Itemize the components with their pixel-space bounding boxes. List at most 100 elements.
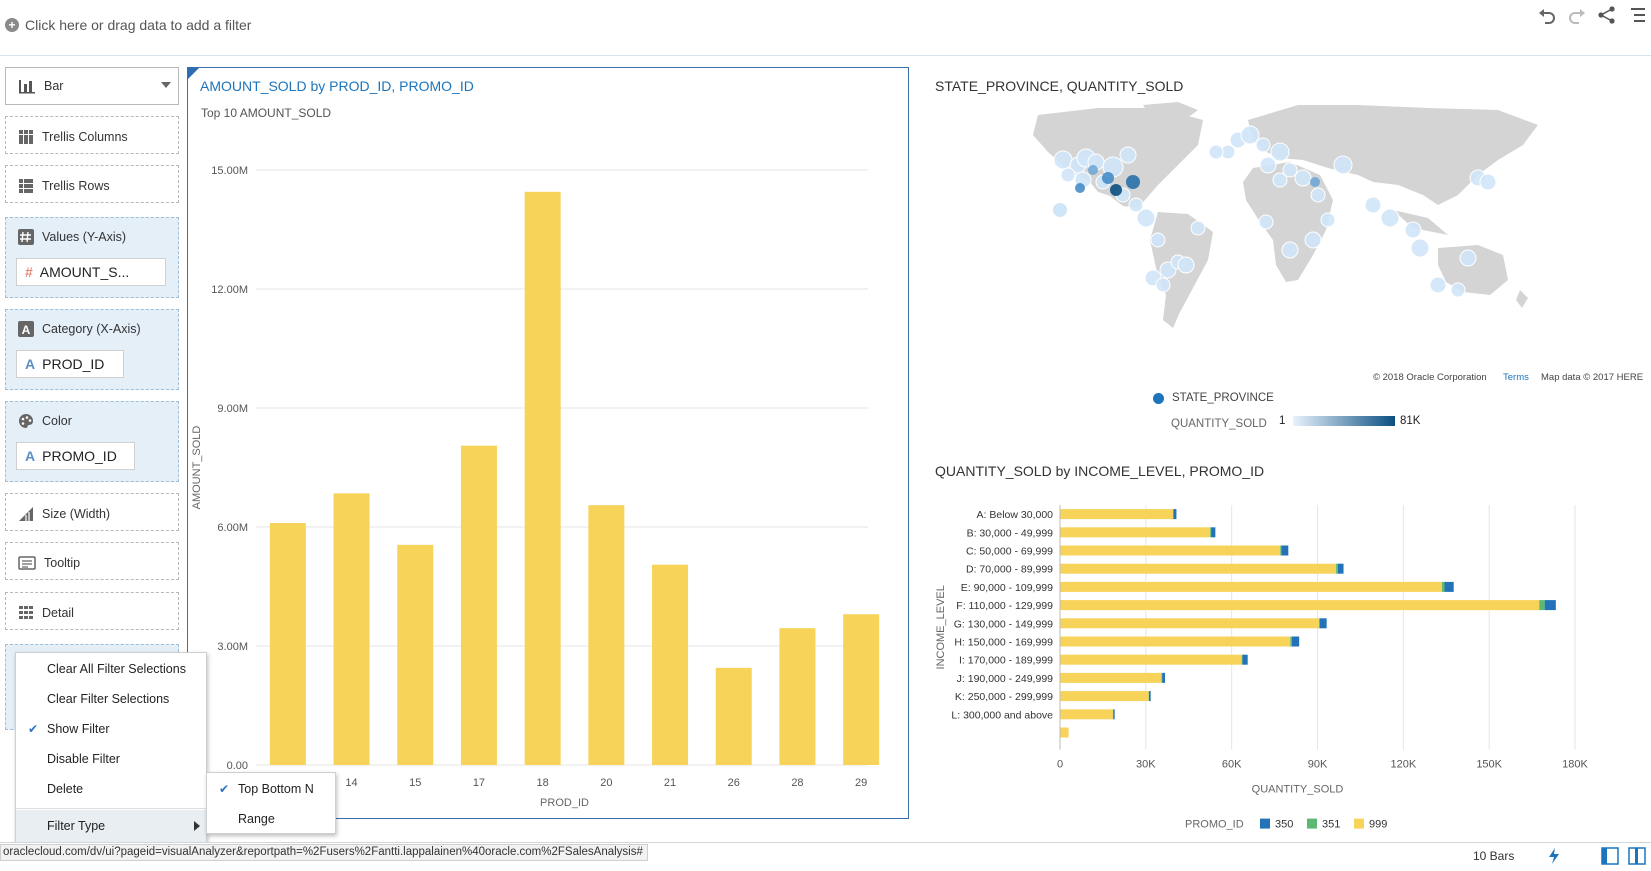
tooltip-label: Tooltip xyxy=(44,556,81,570)
bar-segment xyxy=(1060,527,1211,538)
selected-corner-marker xyxy=(188,68,199,79)
trellis-rows-icon xyxy=(19,179,33,193)
color-dropzone[interactable]: Color A PROMO_ID xyxy=(5,401,179,482)
menu-item-clear-selections[interactable]: Clear Filter Selections xyxy=(16,685,206,713)
x-tick-label: 26 xyxy=(728,777,740,789)
filter-type-submenu: ✔ Top Bottom N Range xyxy=(206,772,336,834)
category-pill[interactable]: A PROD_ID xyxy=(16,350,124,378)
menu-item-filter-type[interactable]: Filter Type xyxy=(16,810,206,842)
share-icon[interactable] xyxy=(1597,5,1617,25)
bar-segment xyxy=(1173,509,1174,520)
y-tick-label: 6.00M xyxy=(217,522,248,534)
attribute-a-icon: A xyxy=(25,448,36,464)
color-pill[interactable]: A PROMO_ID xyxy=(16,442,135,470)
bar-segment xyxy=(1148,691,1151,702)
filter-context-menu: Clear All Filter Selections Clear Filter… xyxy=(15,652,207,844)
y-tick-label: K: 250,000 - 299,999 xyxy=(955,691,1053,703)
trellis-rows-dropzone[interactable]: Trellis Rows xyxy=(5,165,179,203)
menu-item-delete[interactable]: Delete xyxy=(16,775,206,803)
bar-chart-subtitle: Top 10 AMOUNT_SOLD xyxy=(201,106,332,120)
y-tick-label: F: 110,000 - 129,999 xyxy=(956,600,1053,612)
bar-segment xyxy=(1544,600,1556,611)
hbar-chart-title: QUANTITY_SOLD by INCOME_LEVEL, PROMO_ID xyxy=(935,463,1265,479)
bar-segment xyxy=(1060,545,1281,556)
add-circle-icon: + xyxy=(5,18,19,32)
bar xyxy=(843,614,880,765)
y-tick-label: G: 130,000 - 149,999 xyxy=(954,618,1053,630)
map-title: STATE_PROVINCE, QUANTITY_SOLD xyxy=(935,78,1184,94)
submenu-item-top-bottom-n[interactable]: ✔ Top Bottom N xyxy=(207,775,335,803)
submenu-item-range[interactable]: Range xyxy=(207,805,335,833)
values-pill-label: AMOUNT_S... xyxy=(39,264,130,280)
x-tick-label: 14 xyxy=(345,777,357,789)
bar-chart-panel[interactable] xyxy=(187,67,909,819)
bar-segment xyxy=(1060,727,1069,738)
bar-segment xyxy=(1060,563,1337,574)
y-tick-label: I: 170,000 - 189,999 xyxy=(959,655,1053,667)
x-tick-label: 0 xyxy=(1057,759,1063,771)
tooltip-dropzone[interactable]: Tooltip xyxy=(5,542,179,580)
trellis-columns-dropzone[interactable]: Trellis Columns xyxy=(5,116,179,154)
bar-segment xyxy=(1060,581,1442,592)
x-tick-label: 18 xyxy=(537,777,549,789)
menu-divider xyxy=(16,808,206,809)
x-tick-label: 20 xyxy=(600,777,612,789)
bar-segment xyxy=(1210,527,1212,538)
legend-dot-icon xyxy=(1153,393,1164,404)
attribute-a-icon: A xyxy=(25,356,36,372)
bar-segment xyxy=(1060,654,1242,665)
map-copyright: © 2018 Oracle Corporation xyxy=(1373,372,1487,383)
values-pill[interactable]: # AMOUNT_S... xyxy=(16,258,166,286)
menu-item-label: Disable Filter xyxy=(47,752,120,766)
size-width-label: Size (Width) xyxy=(42,507,111,521)
bar xyxy=(460,445,497,765)
bar-segment xyxy=(1060,636,1291,647)
bar xyxy=(779,628,816,765)
map-terms-link[interactable]: Terms xyxy=(1503,372,1529,383)
lightning-icon[interactable] xyxy=(1546,847,1562,865)
x-tick-label: 17 xyxy=(473,777,485,789)
submenu-item-label: Top Bottom N xyxy=(238,782,314,796)
svg-text:A: A xyxy=(22,323,31,337)
redo-icon[interactable] xyxy=(1567,7,1587,25)
menu-item-show-filter[interactable]: ✔ Show Filter xyxy=(16,715,206,743)
menu-item-clear-all[interactable]: Clear All Filter Selections xyxy=(16,655,206,683)
undo-icon[interactable] xyxy=(1537,7,1557,25)
bar-segment xyxy=(1060,709,1113,720)
trellis-rows-label: Trellis Rows xyxy=(42,179,110,193)
bar-segment xyxy=(1539,600,1545,611)
chart-type-label: Bar xyxy=(44,79,64,93)
map-legend-dot-label: STATE_PROVINCE xyxy=(1172,392,1274,404)
x-tick-label: 120K xyxy=(1390,759,1416,771)
bar-segment xyxy=(1060,672,1162,683)
hbar-chart-svg: 0 30K 60K 90K 120K 150K 180K A: Below 30,000 B: … xyxy=(935,505,1589,831)
panel-left-icon[interactable] xyxy=(1601,847,1619,865)
menu-item-disable-filter[interactable]: Disable Filter xyxy=(16,745,206,773)
bar xyxy=(652,564,689,765)
chevron-right-icon xyxy=(194,821,200,831)
size-width-dropzone[interactable]: Size (Width) xyxy=(5,493,179,531)
category-x-axis-dropzone[interactable]: A Category (X-Axis) A PROD_ID xyxy=(5,309,179,390)
add-filter-button[interactable]: + Click here or drag data to add a filte… xyxy=(5,17,251,33)
bar-segment xyxy=(1281,545,1289,556)
detail-dropzone[interactable]: Detail xyxy=(5,592,179,630)
y-tick-label: C: 50,000 - 69,999 xyxy=(966,546,1053,558)
category-x-axis-label: Category (X-Axis) xyxy=(42,322,141,336)
values-y-axis-dropzone[interactable]: Values (Y-Axis) # AMOUNT_S... xyxy=(5,217,179,298)
x-tick-label: 60K xyxy=(1222,759,1242,771)
y-tick-label: L: 300,000 and above xyxy=(951,709,1053,721)
legend-label: 999 xyxy=(1369,819,1387,831)
y-tick-label: 3.00M xyxy=(217,641,248,653)
x-tick-label: 29 xyxy=(855,777,867,789)
size-icon xyxy=(19,507,33,521)
bar-segment xyxy=(1319,618,1327,629)
panel-right-icon[interactable] xyxy=(1628,847,1646,865)
submenu-item-label: Range xyxy=(238,812,275,826)
hamburger-menu-icon[interactable] xyxy=(1629,6,1649,24)
chevron-down-icon xyxy=(161,82,171,88)
world-map[interactable] xyxy=(1028,100,1548,345)
menu-item-label: Delete xyxy=(47,782,84,796)
chart-type-select[interactable]: Bar xyxy=(5,67,179,105)
y-axis-title: AMOUNT_SOLD xyxy=(191,426,203,510)
x-tick-label: 21 xyxy=(664,777,676,789)
